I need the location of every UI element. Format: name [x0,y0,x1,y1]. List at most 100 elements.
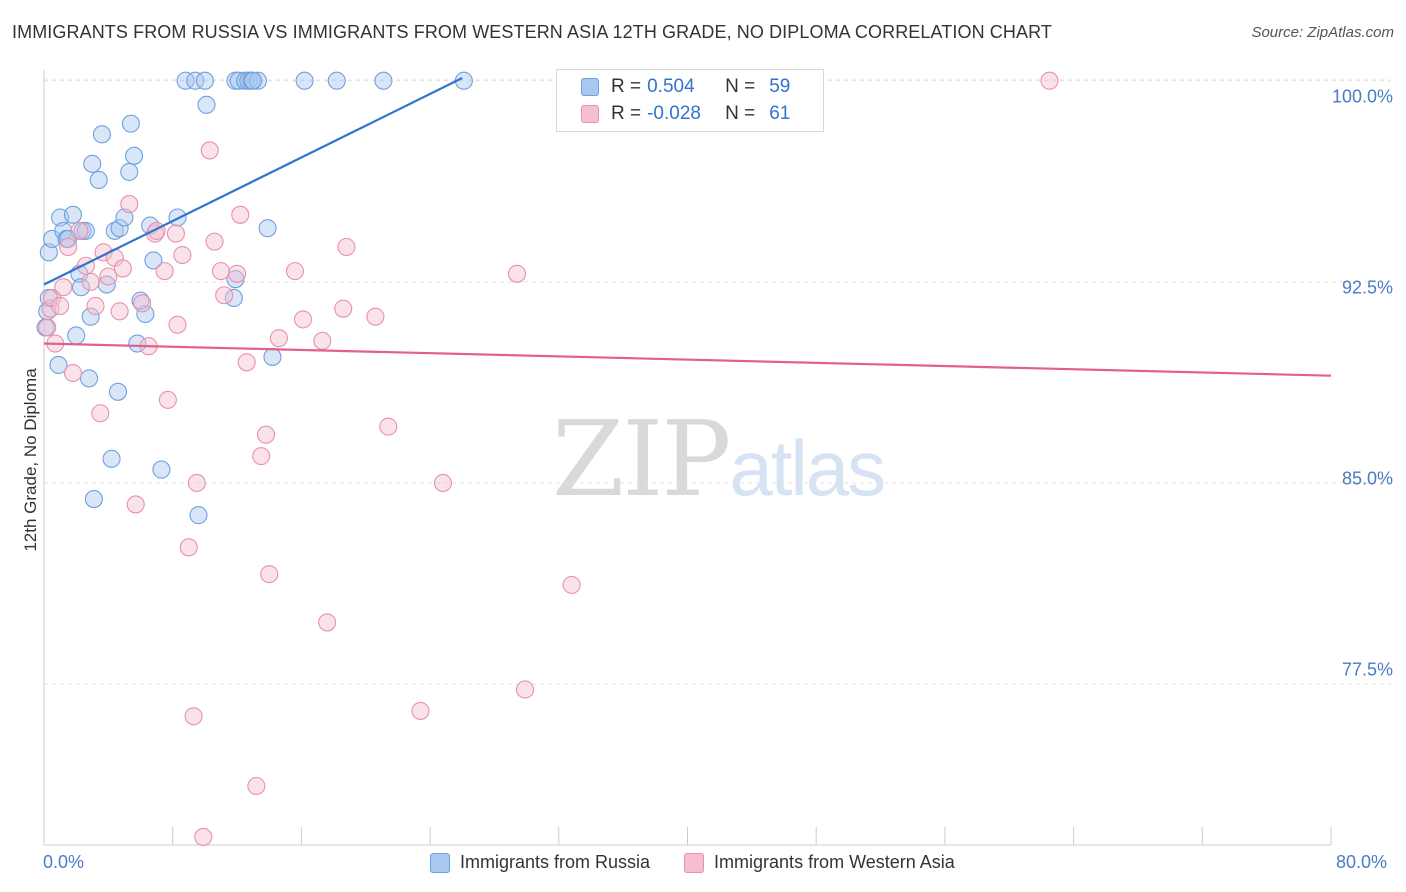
point-russia-47 [258,219,277,238]
point-russia-0 [39,243,58,262]
legend-r-value-russia: 0.504 [647,76,695,97]
legend-swatch-western-asia [581,105,599,123]
legend-row-russia: R = 0.504 N = 59 [581,75,790,99]
point-russia-46 [248,71,268,90]
point-russia-56 [81,307,100,326]
watermark-atlas: atlas [729,424,886,512]
legend-swatch-russia [581,78,599,96]
point-russia-57 [131,291,150,310]
point-western-asia-37 [228,264,247,283]
y-tick-label-77-5: 77.5% [1341,659,1393,680]
point-western-asia-50 [337,237,356,257]
legend-n-value-western-asia: 61 [769,103,791,124]
point-western-asia-5 [54,278,73,297]
point-russia-25 [120,162,139,181]
legend-r-label: R = [611,103,642,124]
point-russia-34 [176,71,195,90]
point-russia-38 [197,95,216,114]
point-russia-24 [115,208,134,227]
point-russia-18 [92,125,111,144]
point-western-asia-57 [562,575,581,594]
legend-r-label: R = [611,76,642,97]
point-western-asia-39 [237,353,256,372]
legend-item-western-asia[interactable]: Immigrants from Western Asia [684,852,955,873]
y-tick-label-100: 100.0% [1331,86,1393,107]
point-western-asia-19 [126,495,145,514]
point-western-asia-38 [231,205,250,224]
point-russia-31 [144,251,163,270]
point-russia-20 [102,449,121,468]
point-western-asia-49 [334,299,353,318]
point-western-asia-42 [256,425,276,444]
y-tick-label-85: 85.0% [1341,468,1393,489]
point-russia-49 [295,71,314,90]
point-western-asia-53 [411,701,430,720]
point-western-asia-18 [120,195,139,214]
point-russia-15 [83,154,102,173]
point-western-asia-30 [184,707,203,726]
point-western-asia-44 [269,329,288,348]
point-western-asia-48 [318,613,337,632]
point-russia-28 [128,334,147,353]
watermark: ZIPatlas [552,398,886,520]
y-tick-label-92-5: 92.5% [1341,277,1393,298]
point-western-asia-6 [59,237,78,257]
point-russia-48 [263,347,282,366]
legend-label-western-asia: Immigrants from Western Asia [714,852,955,872]
point-western-asia-32 [194,827,213,847]
point-russia-32 [152,460,171,479]
point-western-asia-47 [313,331,332,350]
point-russia-35 [186,71,205,90]
x-tick-label-max: 80.0% [1336,852,1388,872]
legend-row-western-asia: R = -0.028 N = 61 [581,102,790,126]
point-russia-21 [105,221,124,240]
point-western-asia-52 [379,417,398,436]
point-western-asia-56 [515,680,535,699]
point-russia-13 [76,221,95,240]
point-western-asia-43 [260,565,279,584]
point-western-asia-11 [86,296,105,316]
point-russia-27 [125,146,144,165]
point-russia-42 [229,71,248,90]
point-russia-37 [195,71,214,90]
point-western-asia-55 [507,264,527,283]
legend-item-russia[interactable]: Immigrants from Russia [430,852,650,873]
chart-title: IMMIGRANTS FROM RUSSIA VS IMMIGRANTS FRO… [12,22,1052,42]
point-russia-8 [63,205,83,224]
legend-swatch-russia [430,852,450,873]
point-western-asia-29 [179,538,198,557]
point-russia-14 [79,369,99,388]
x-tick-label-min: 0.0% [43,852,85,872]
point-russia-3 [49,355,68,375]
trend-line-western-asia [43,342,1332,377]
y-axis-title: 12th Grade, No Diploma [21,368,40,552]
point-russia-16 [84,490,103,509]
point-western-asia-31 [187,473,206,493]
point-russia-17 [89,170,108,189]
point-russia-58 [244,71,263,90]
legend-n-label: N = [725,103,756,124]
point-western-asia-60 [1040,71,1059,90]
point-western-asia-28 [173,245,192,265]
point-western-asia-20 [133,294,152,313]
point-western-asia-8 [70,221,89,240]
point-russia-26 [121,114,140,133]
point-russia-9 [67,326,86,345]
point-western-asia-26 [166,224,185,243]
trend-line-russia [43,77,463,286]
point-western-asia-0 [38,318,57,337]
point-western-asia-41 [252,447,271,466]
point-western-asia-33 [200,141,219,160]
watermark-zip: ZIP [552,398,731,520]
point-western-asia-46 [293,310,313,329]
point-western-asia-54 [433,473,453,493]
point-russia-23 [110,219,129,238]
point-western-asia-14 [99,267,118,286]
point-western-asia-45 [285,262,305,281]
stats-legend: R = 0.504 N = 59 R = -0.028 N = 61 [556,69,824,132]
source-label: Source: ZipAtlas.com [1251,24,1394,41]
legend-n-label: N = [725,76,756,97]
point-russia-50 [327,71,346,90]
point-russia-11 [71,278,91,297]
series-legend: Immigrants from Russia Immigrants from W… [430,852,989,873]
